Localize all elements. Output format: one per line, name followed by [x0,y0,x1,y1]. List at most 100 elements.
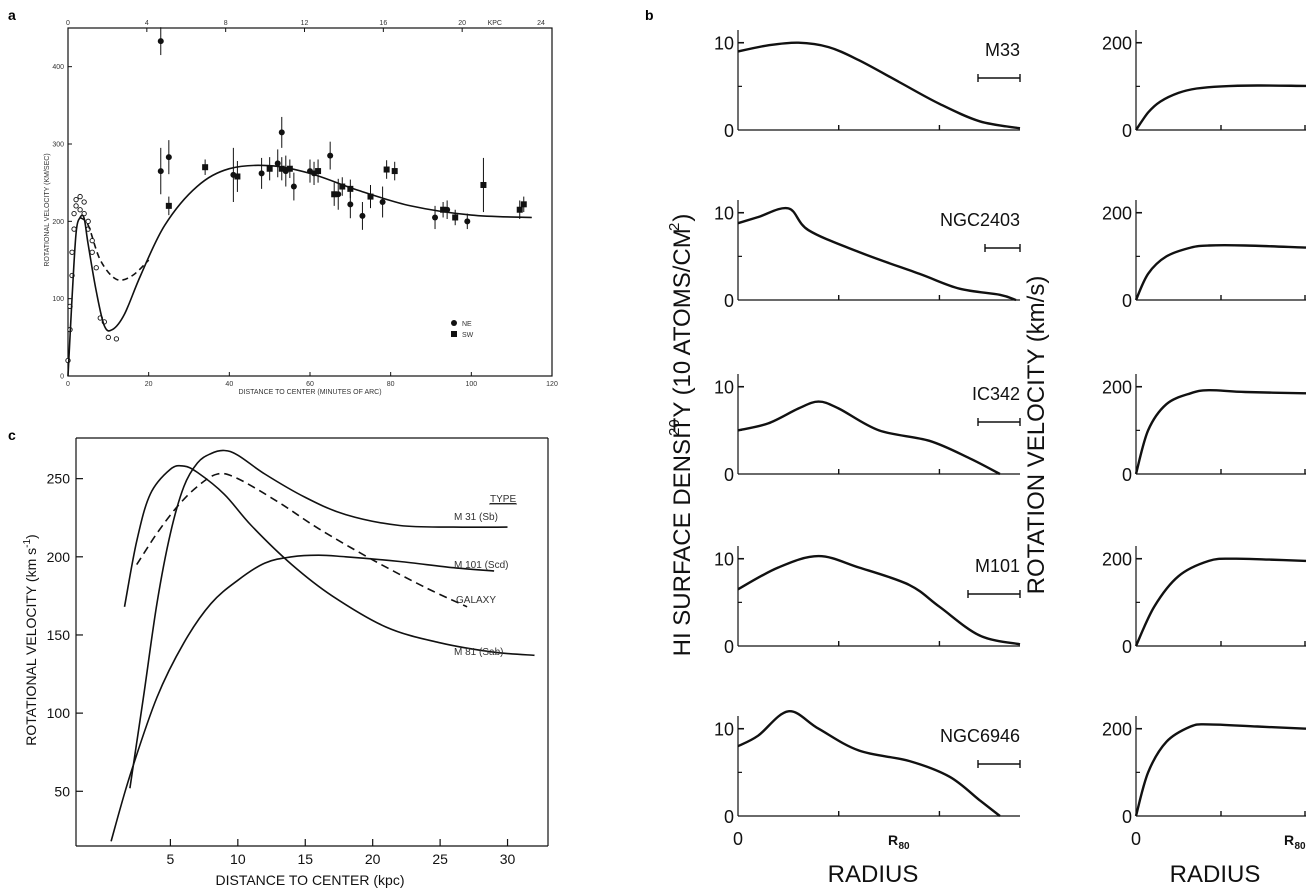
panel-b-velocity-tick-label: 0 [1122,291,1132,311]
panel-a-xtick-label: 100 [465,381,477,388]
panel-a-point-inner [93,265,99,271]
panel-c-series-line [129,449,508,789]
panel-a-point-inner [73,203,79,209]
panel-b-density-tick-label: 10 [714,34,734,54]
panel-b-density-tick-label: 0 [724,121,734,141]
panel-a-point-ne [359,212,366,219]
panel-b-right-ylabel: ROTATION VELOCITY (km/s) [1023,276,1050,595]
panel-b-density-tick-label: 0 [724,637,734,657]
panel-a-top-tick-label: 24 [537,20,545,27]
panel-a-frame [67,27,553,377]
panel-b-density-tick-label: 10 [714,204,734,224]
panel-a-point-sw [339,183,346,190]
panel-b-xlabel-left: RADIUS [828,861,919,888]
panel-a-top-tick-label: 4 [145,20,149,27]
panel-b-density-tick-label: 0 [724,465,734,485]
panel-b-galaxy-name: M33 [985,40,1020,60]
panel-c-xtick-label: 5 [167,851,175,867]
panel-a-point-inner [85,218,91,224]
panel-c-ytick-label: 50 [54,783,70,799]
panel-c-series-label: M 31 (Sb) [454,512,498,523]
legend-sw-marker [451,331,457,337]
panel-b-galaxy-name: IC342 [972,384,1020,404]
panel-c-ytick-label: 100 [47,705,71,721]
panel-b-velocity-curve [1134,723,1307,817]
panel-b-velocity-curve [1135,84,1307,131]
panel-a-top-tick-label: 20 [458,20,466,27]
panel-a-point-ne [278,129,285,136]
panel-a-point-sw [383,166,390,173]
panel-b-density-curve [737,41,1021,130]
panel-a-point-sw [331,191,338,198]
panel-a-top-unit: KPC [488,20,502,27]
panel-c-xlabel: DISTANCE TO CENTER (kpc) [215,872,404,888]
panel-a-point-ne [327,152,334,159]
panel-b-density-curve [737,554,1021,646]
panel-a-point-sw [391,168,398,175]
panel-a-point-inner [71,210,77,217]
panel-a-point-sw [202,164,209,171]
panel-b-velocity-tick-label: 200 [1102,204,1132,224]
panel-a-point-ne [165,154,172,161]
panel-a-xtick-label: 40 [225,381,233,388]
panel-a-point-sw [278,165,285,172]
panel-a-xtick-label: 60 [306,381,314,388]
panel-b-density-curve [737,400,1001,476]
panel-a-point-sw [440,206,447,213]
panel-a-legend: NE SW [451,320,474,339]
panel-b-density-tick-label: 0 [724,291,734,311]
panel-a-top-tick-label: 0 [66,20,70,27]
panel-a-ytick-label: 100 [52,296,64,303]
panel-a-point-inner [81,199,87,205]
panel-b-density-tick-label: 0 [724,807,734,827]
panel-b-left-ylabel-sup2: 2 [666,223,683,231]
panel-b-label: b [645,7,654,23]
panel-a-label: a [8,7,16,23]
panel-b-xtick-r80-right: R [1284,832,1294,848]
panel-a-point-sw [347,185,354,192]
panel-b-velocity-curve [1134,557,1307,647]
panel-a-point-inner [69,249,75,255]
panel-a-point-ne [464,218,471,225]
legend-sw-label: SW [462,332,474,339]
legend-ne-marker [451,320,457,326]
panel-b-velocity-tick-label: 0 [1122,121,1132,141]
panel-c-ylabel: ROTATIONAL VELOCITY (km s-1) [22,534,39,745]
panel-b-density-curve [737,710,1001,817]
panel-c-series-label: GALAXY [456,595,496,606]
panel-c-xtick-label: 15 [297,851,313,867]
panel-b-galaxy-name: M101 [975,556,1020,576]
panel-b-velocity-tick-label: 200 [1102,550,1132,570]
panel-a-fit-solid [67,164,532,377]
panel-c-label: c [8,427,16,443]
panel-a-point-ne [274,160,281,167]
panel-a-point-ne [347,201,354,208]
panel-a-ytick-label: 200 [52,219,64,226]
panel-b-velocity-tick-label: 0 [1122,807,1132,827]
panel-a-xtick-label: 0 [66,381,70,388]
panel-b-density-tick-label: 10 [714,550,734,570]
panel-a-point-ne [379,199,386,205]
panel-c-ytick-label: 250 [47,471,71,487]
panel-c-series-line [136,472,468,608]
panel-a-xtick-label: 20 [145,381,153,388]
panel-b-velocity-tick-label: 0 [1122,637,1132,657]
panel-b-xlabel-right: RADIUS [1170,861,1261,888]
panel-a-point-ne [157,168,164,175]
panel-a-point-inner [73,197,79,203]
panel-a-point-sw [165,202,172,209]
panel-a-point-inner [113,336,120,342]
panel-b-left-ylabel: HI SURFACE DENSITY (10 ATOMS/CM ) [669,214,696,657]
panel-a-xlabel: DISTANCE TO CENTER (MINUTES OF ARC) [238,389,381,396]
panel-b-xtick-zero-left: 0 [733,829,743,849]
panel-b-xtick-zero-right: 0 [1131,829,1141,849]
panel-b-density-tick-label: 10 [714,378,734,398]
panel-a-point-ne [157,38,164,45]
panel-b-velocity-tick-label: 0 [1122,465,1132,485]
panel-c-series-label: M 81 (Sab) [454,647,503,658]
legend-ne-label: NE [462,321,472,328]
panel-a-top-tick-label: 8 [224,20,228,27]
panel-b-left-ylabel-text: HI SURFACE DENSITY (10 ATOMS/CM ) [669,214,696,657]
